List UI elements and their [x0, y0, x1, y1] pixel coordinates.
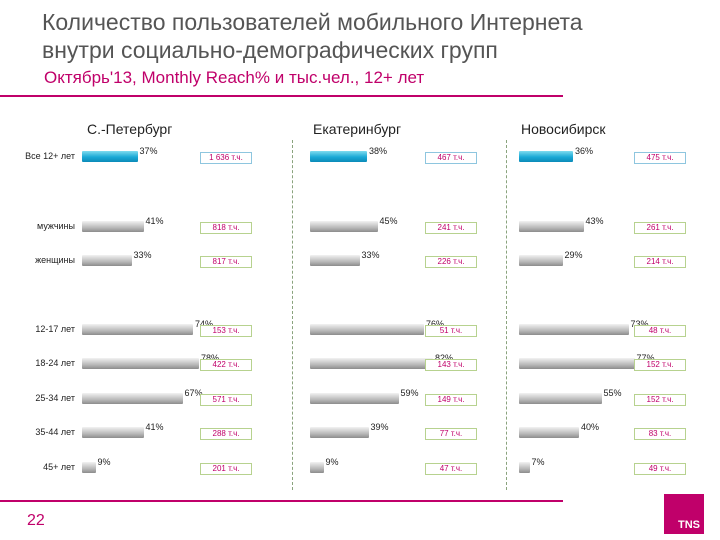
count-label: 818 т.ч.	[200, 222, 252, 234]
percent-label: 9%	[325, 457, 339, 467]
percent-label: 67%	[184, 388, 203, 398]
percent-label: 55%	[603, 388, 622, 398]
count-label: 152 т.ч.	[634, 394, 686, 406]
bar	[519, 358, 635, 369]
city-header: Екатеринбург	[313, 121, 402, 137]
count-label: 152 т.ч.	[634, 359, 686, 371]
title-line-1: Количество пользователей мобильного Инте…	[42, 9, 583, 35]
bar	[519, 255, 563, 266]
percent-label: 39%	[370, 422, 389, 432]
category-label: 25-34 лет	[35, 393, 75, 403]
percent-label: 77%	[636, 353, 655, 363]
percent-label: 43%	[585, 216, 604, 226]
bar	[82, 427, 144, 438]
count-label: 817 т.ч.	[200, 256, 252, 268]
column-divider	[506, 140, 507, 490]
bar	[82, 221, 144, 232]
percent-label: 33%	[361, 250, 380, 260]
category-label: мужчины	[37, 221, 75, 231]
percent-label: 38%	[369, 146, 388, 156]
bar	[310, 324, 424, 335]
percent-label: 9%	[97, 457, 111, 467]
percent-label: 45%	[379, 216, 398, 226]
percent-label: 78%	[201, 353, 220, 363]
count-label: 149 т.ч.	[425, 394, 477, 406]
percent-label: 59%	[400, 388, 419, 398]
title-line-2: внутри социально-демографических групп	[42, 37, 498, 63]
bar	[310, 221, 378, 232]
bar	[82, 255, 132, 266]
count-label: 77 т.ч.	[425, 428, 477, 440]
percent-label: 33%	[133, 250, 152, 260]
bar	[310, 358, 433, 369]
category-label: женщины	[35, 255, 75, 265]
count-label: 241 т.ч.	[425, 222, 477, 234]
count-label: 422 т.ч.	[200, 359, 252, 371]
count-label: 83 т.ч.	[634, 428, 686, 440]
bar	[310, 255, 360, 266]
bottom-rule	[0, 500, 563, 502]
percent-label: 41%	[145, 422, 164, 432]
count-label: 153 т.ч.	[200, 325, 252, 337]
count-label: 143 т.ч.	[425, 359, 477, 371]
slide-number: 22	[27, 512, 45, 529]
count-label: 226 т.ч.	[425, 256, 477, 268]
bar	[519, 393, 602, 404]
bar	[310, 462, 324, 473]
bar	[310, 427, 369, 438]
bar	[82, 462, 96, 473]
top-rule	[0, 95, 563, 97]
count-label: 1 636 т.ч.	[200, 152, 252, 164]
percent-label: 41%	[145, 216, 164, 226]
percent-label: 76%	[426, 319, 445, 329]
category-label: 45+ лет	[43, 462, 75, 472]
percent-label: 7%	[531, 457, 545, 467]
page-title: Количество пользователей мобильного Инте…	[42, 8, 583, 64]
percent-label: 29%	[564, 250, 583, 260]
city-header: Новосибирск	[521, 121, 606, 137]
bar	[82, 324, 193, 335]
count-label: 475 т.ч.	[634, 152, 686, 164]
city-header: С.-Петербург	[87, 121, 173, 137]
bar	[82, 393, 183, 404]
bar	[519, 324, 629, 335]
percent-label: 37%	[139, 146, 158, 156]
bar	[82, 151, 138, 162]
bar	[519, 221, 584, 232]
tns-logo: TNS	[664, 494, 704, 534]
count-label: 48 т.ч.	[634, 325, 686, 337]
category-label: 18-24 лет	[35, 358, 75, 368]
count-label: 51 т.ч.	[425, 325, 477, 337]
percent-label: 82%	[435, 353, 454, 363]
percent-label: 74%	[195, 319, 214, 329]
percent-label: 36%	[575, 146, 594, 156]
bar	[519, 151, 573, 162]
count-label: 214 т.ч.	[634, 256, 686, 268]
category-label: Все 12+ лет	[25, 151, 75, 161]
percent-label: 40%	[581, 422, 600, 432]
count-label: 47 т.ч.	[425, 463, 477, 475]
bar	[519, 462, 530, 473]
count-label: 288 т.ч.	[200, 428, 252, 440]
bar	[82, 358, 199, 369]
percent-label: 73%	[630, 319, 649, 329]
bar	[310, 393, 399, 404]
count-label: 49 т.ч.	[634, 463, 686, 475]
bar	[310, 151, 367, 162]
count-label: 571 т.ч.	[200, 394, 252, 406]
count-label: 261 т.ч.	[634, 222, 686, 234]
bar	[519, 427, 579, 438]
category-label: 35-44 лет	[35, 427, 75, 437]
page-subtitle: Октябрь'13, Monthly Reach% и тыс.чел., 1…	[44, 68, 425, 87]
count-label: 467 т.ч.	[425, 152, 477, 164]
count-label: 201 т.ч.	[200, 463, 252, 475]
column-divider	[292, 140, 293, 490]
category-label: 12-17 лет	[35, 324, 75, 334]
